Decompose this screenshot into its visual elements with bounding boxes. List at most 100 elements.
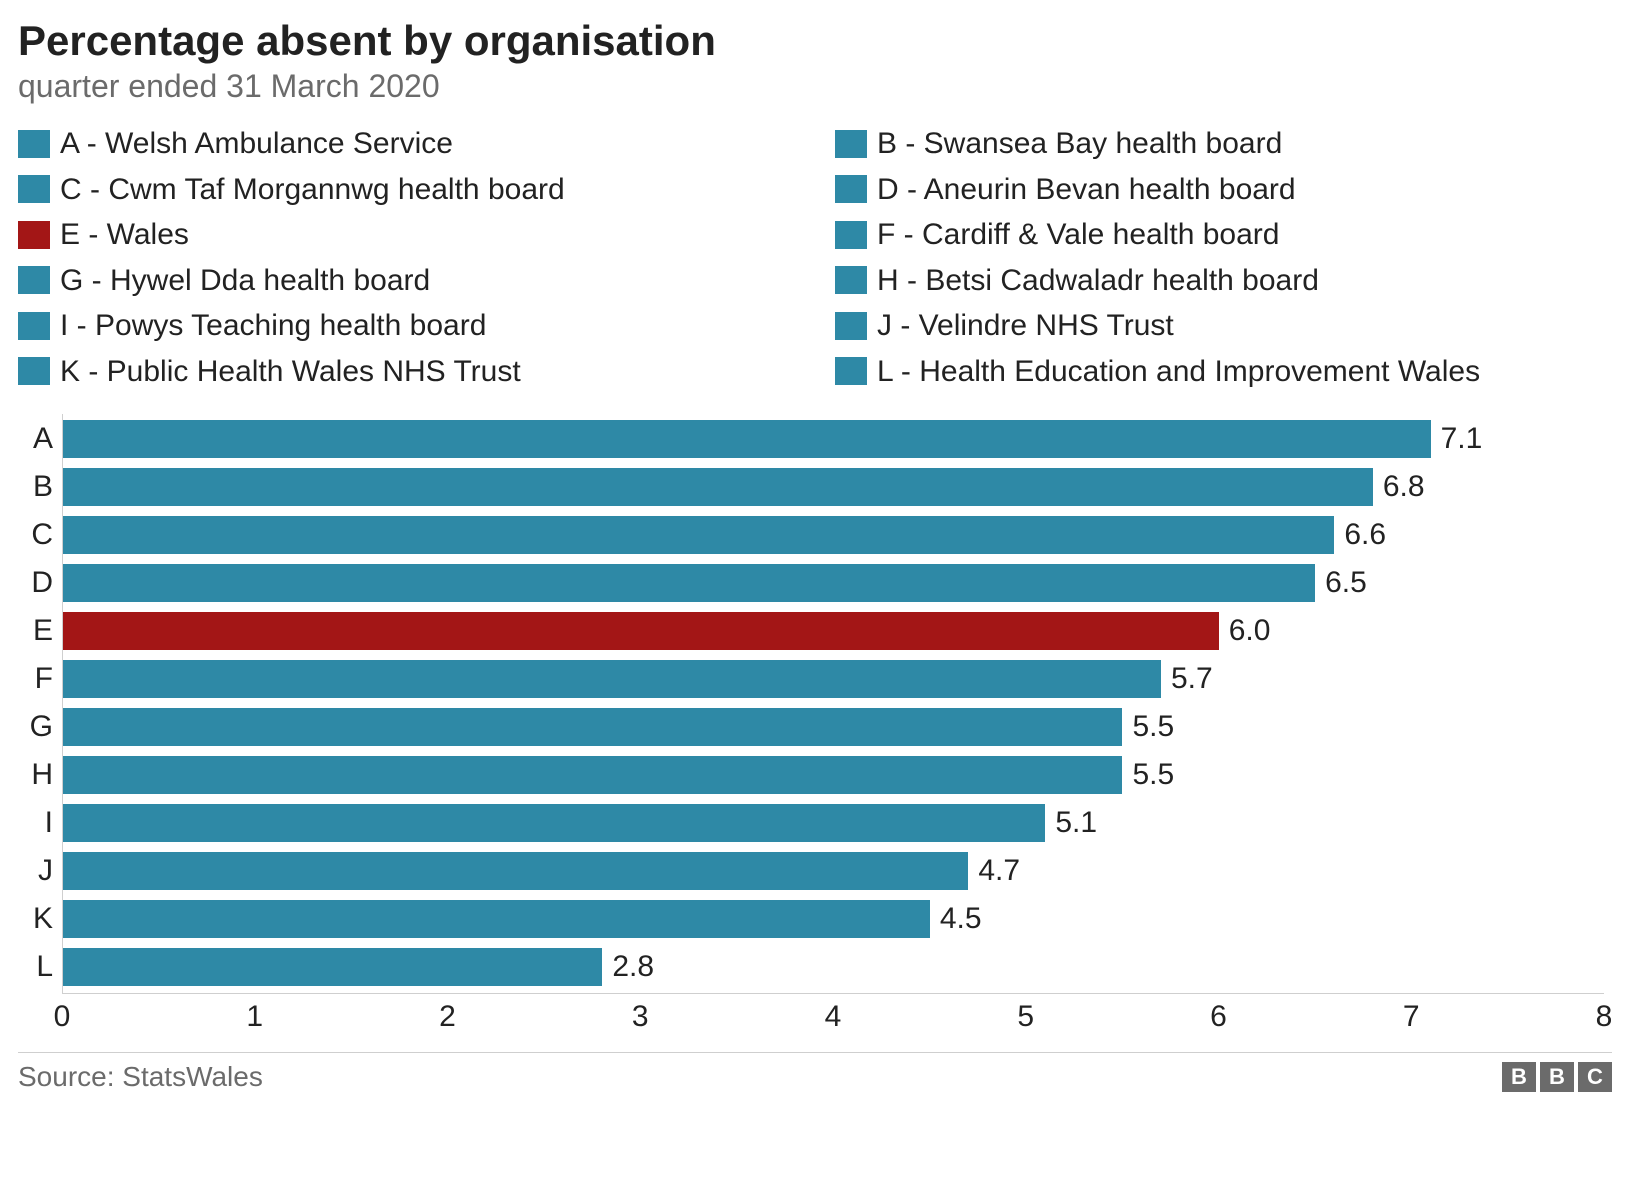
- legend: A - Welsh Ambulance Service B - Swansea B…: [18, 125, 1612, 390]
- bar-row: K4.5: [63, 900, 1604, 938]
- y-axis-label: F: [35, 662, 63, 696]
- legend-swatch: [835, 175, 867, 203]
- chart-subtitle: quarter ended 31 March 2020: [18, 68, 1612, 105]
- y-axis-label: E: [33, 614, 63, 648]
- bbc-logo: BBC: [1502, 1062, 1612, 1092]
- legend-swatch: [18, 357, 50, 385]
- y-axis-label: J: [38, 854, 63, 888]
- bar-value-label: 6.0: [1219, 614, 1271, 648]
- x-axis: 012345678: [62, 994, 1604, 1042]
- x-axis-tick: 0: [54, 1000, 71, 1034]
- x-axis-tick: 7: [1403, 1000, 1420, 1034]
- chart-container: Percentage absent by organisation quarte…: [0, 0, 1632, 1186]
- legend-item: A - Welsh Ambulance Service: [18, 125, 795, 163]
- legend-item: L - Health Education and Improvement Wal…: [835, 353, 1612, 391]
- bar-value-label: 7.1: [1431, 422, 1483, 456]
- legend-swatch: [835, 130, 867, 158]
- legend-swatch: [835, 221, 867, 249]
- y-axis-label: H: [31, 758, 63, 792]
- bar-row: L2.8: [63, 948, 1604, 986]
- bar-row: E6.0: [63, 612, 1604, 650]
- y-axis-label: I: [45, 806, 63, 840]
- legend-item: C - Cwm Taf Morgannwg health board: [18, 171, 795, 209]
- bbc-logo-block: B: [1540, 1062, 1574, 1092]
- chart-title: Percentage absent by organisation: [18, 18, 1612, 64]
- x-axis-tick: 3: [632, 1000, 649, 1034]
- bar: [63, 708, 1122, 746]
- legend-label: H - Betsi Cadwaladr health board: [877, 262, 1319, 300]
- bar-value-label: 6.6: [1334, 518, 1386, 552]
- bbc-logo-block: C: [1578, 1062, 1612, 1092]
- legend-item: D - Aneurin Bevan health board: [835, 171, 1612, 209]
- bar-value-label: 6.5: [1315, 566, 1367, 600]
- legend-swatch: [18, 175, 50, 203]
- chart-footer: Source: StatsWales BBC: [18, 1052, 1612, 1093]
- legend-swatch: [835, 357, 867, 385]
- legend-label: E - Wales: [60, 216, 189, 254]
- legend-swatch: [835, 312, 867, 340]
- legend-label: F - Cardiff & Vale health board: [877, 216, 1279, 254]
- x-axis-tick: 2: [439, 1000, 456, 1034]
- bar-value-label: 5.5: [1122, 758, 1174, 792]
- legend-label: L - Health Education and Improvement Wal…: [877, 353, 1480, 391]
- y-axis-label: L: [36, 950, 63, 984]
- bar-value-label: 5.5: [1122, 710, 1174, 744]
- bar: [63, 756, 1122, 794]
- bar-row: B6.8: [63, 468, 1604, 506]
- x-axis-tick: 8: [1596, 1000, 1613, 1034]
- bar-value-label: 5.1: [1045, 806, 1097, 840]
- bar-value-label: 2.8: [602, 950, 654, 984]
- bar: [63, 420, 1431, 458]
- bar: [63, 804, 1045, 842]
- legend-label: I - Powys Teaching health board: [60, 307, 486, 345]
- legend-item: I - Powys Teaching health board: [18, 307, 795, 345]
- source-name: StatsWales: [122, 1061, 263, 1092]
- legend-swatch: [18, 266, 50, 294]
- bar: [63, 852, 968, 890]
- bar-value-label: 4.5: [930, 902, 982, 936]
- legend-item: F - Cardiff & Vale health board: [835, 216, 1612, 254]
- bar-row: I5.1: [63, 804, 1604, 842]
- legend-swatch: [18, 221, 50, 249]
- legend-label: K - Public Health Wales NHS Trust: [60, 353, 521, 391]
- legend-label: G - Hywel Dda health board: [60, 262, 430, 300]
- y-axis-label: A: [33, 422, 63, 456]
- y-axis-label: G: [30, 710, 63, 744]
- y-axis-label: K: [33, 902, 63, 936]
- y-axis-label: D: [31, 566, 63, 600]
- chart-area: A7.1B6.8C6.6D6.5E6.0F5.7G5.5H5.5I5.1J4.7…: [18, 414, 1612, 1042]
- legend-label: A - Welsh Ambulance Service: [60, 125, 453, 163]
- bar-row: C6.6: [63, 516, 1604, 554]
- source-line: Source: StatsWales: [18, 1061, 263, 1093]
- legend-item: G - Hywel Dda health board: [18, 262, 795, 300]
- legend-label: C - Cwm Taf Morgannwg health board: [60, 171, 565, 209]
- bar-row: F5.7: [63, 660, 1604, 698]
- x-axis-tick: 5: [1017, 1000, 1034, 1034]
- legend-item: K - Public Health Wales NHS Trust: [18, 353, 795, 391]
- legend-swatch: [835, 266, 867, 294]
- bar-value-label: 5.7: [1161, 662, 1213, 696]
- bar-value-label: 6.8: [1373, 470, 1425, 504]
- legend-swatch: [18, 130, 50, 158]
- legend-swatch: [18, 312, 50, 340]
- x-axis-tick: 4: [825, 1000, 842, 1034]
- bar-row: D6.5: [63, 564, 1604, 602]
- bar: [63, 516, 1334, 554]
- y-axis-label: B: [33, 470, 63, 504]
- legend-item: J - Velindre NHS Trust: [835, 307, 1612, 345]
- x-axis-tick: 6: [1210, 1000, 1227, 1034]
- x-axis-tick: 1: [246, 1000, 263, 1034]
- bar: [63, 660, 1161, 698]
- legend-item: B - Swansea Bay health board: [835, 125, 1612, 163]
- bar: [63, 948, 602, 986]
- legend-label: B - Swansea Bay health board: [877, 125, 1282, 163]
- legend-item: E - Wales: [18, 216, 795, 254]
- legend-label: D - Aneurin Bevan health board: [877, 171, 1296, 209]
- source-prefix: Source:: [18, 1061, 122, 1092]
- legend-label: J - Velindre NHS Trust: [877, 307, 1174, 345]
- bar-row: A7.1: [63, 420, 1604, 458]
- bar: [63, 900, 930, 938]
- y-axis-label: C: [31, 518, 63, 552]
- bbc-logo-block: B: [1502, 1062, 1536, 1092]
- bar-highlight: [63, 612, 1219, 650]
